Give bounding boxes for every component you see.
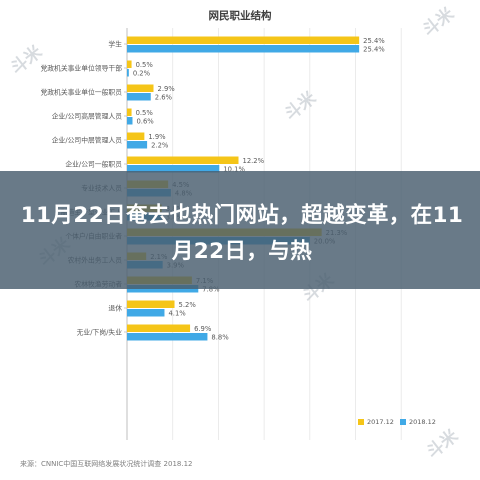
category-label: 无业/下岗/失业	[77, 328, 123, 337]
bar-value-label: 6.9%	[194, 325, 212, 333]
bar-value-label: 25.4%	[363, 37, 385, 45]
bar-2017.12	[127, 156, 239, 164]
bar-2017.12	[127, 84, 154, 92]
bar-value-label: 1.9%	[148, 133, 166, 141]
bar-2017.12	[127, 108, 132, 116]
bar-value-label: 2.2%	[151, 141, 169, 149]
bar-value-label: 0.5%	[136, 109, 154, 117]
bar-2017.12	[127, 324, 191, 332]
category-label: 企业/公司中层管理人员	[52, 136, 122, 145]
bar-value-label: 0.2%	[133, 69, 151, 77]
bar-value-label: 25.4%	[363, 45, 385, 53]
bar-value-label: 10.1%	[223, 165, 245, 173]
bar-2018.12	[127, 141, 148, 149]
bar-value-label: 2.6%	[155, 93, 173, 101]
headline-text: 11月22日奄去也热门网站，超越变革，在11月22日，与热	[20, 203, 464, 264]
category-label: 学生	[108, 40, 122, 49]
source-footnote: 来源：CNNIC中国互联网络发展状况统计调查 2018.12	[20, 459, 193, 469]
bar-value-label: 8.8%	[211, 333, 229, 341]
category-label: 企业/公司高层管理人员	[52, 112, 122, 121]
category-label: 企业/公司一般职员	[65, 160, 122, 169]
bar-value-label: 7.8%	[202, 285, 220, 293]
chart-title: 网民职业结构	[209, 9, 272, 22]
bar-2018.12	[127, 45, 360, 53]
bar-2017.12	[127, 36, 360, 44]
bar-2017.12	[127, 300, 175, 308]
bar-value-label: 0.6%	[136, 117, 154, 125]
bar-2018.12	[127, 69, 129, 77]
legend-swatch	[358, 419, 364, 425]
category-label: 党政机关事业单位领导干部	[40, 64, 122, 73]
headline-banner	[0, 171, 480, 289]
category-label: 退休	[108, 304, 122, 313]
category-label: 党政机关事业单位一般职员	[40, 88, 122, 97]
footer-source: 来源：CNNIC中国互联网络发展状况统计调查	[20, 460, 162, 468]
bar-2017.12	[127, 60, 132, 68]
bar-value-label: 5.2%	[179, 301, 197, 309]
legend-label: 2018.12	[409, 418, 436, 426]
bar-2018.12	[127, 117, 133, 125]
bar-value-label: 4.1%	[168, 309, 186, 317]
bar-value-label: 2.9%	[158, 85, 176, 93]
legend-swatch	[400, 419, 406, 425]
legend-label: 2017.12	[367, 418, 394, 426]
bar-2018.12	[127, 309, 165, 317]
bar-2017.12	[127, 132, 145, 140]
bar-value-label: 12.2%	[243, 157, 265, 165]
bar-2018.12	[127, 165, 220, 173]
bar-2018.12	[127, 93, 151, 101]
bar-2018.12	[127, 333, 208, 341]
bar-value-label: 0.5%	[136, 61, 154, 69]
footer-date: 2018.12	[163, 460, 193, 468]
